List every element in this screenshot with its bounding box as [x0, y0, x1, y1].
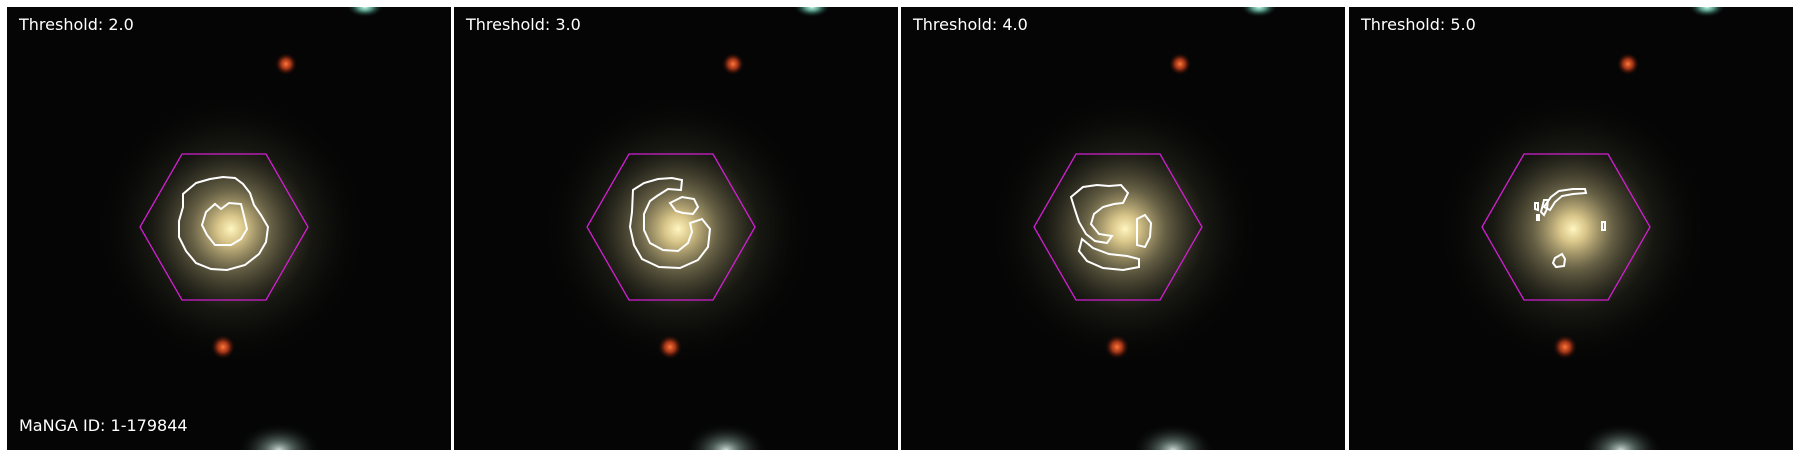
ifu-hexagon: [1033, 153, 1203, 301]
threshold-contour: [1069, 183, 1130, 245]
red-star: [1617, 53, 1639, 75]
threshold-contour: [1542, 188, 1588, 212]
bright-source: [1581, 424, 1661, 450]
threshold-contour: [628, 176, 712, 270]
red-star: [211, 335, 235, 359]
threshold-contour: [1136, 213, 1153, 249]
bright-source: [239, 424, 319, 450]
bright-source: [1133, 424, 1213, 450]
red-star: [1105, 335, 1129, 359]
galaxy-image: [7, 7, 451, 450]
red-star: [722, 53, 744, 75]
threshold-contour: [668, 195, 700, 216]
manga-id-label: MaNGA ID: 1-179844: [19, 416, 188, 435]
ifu-hexagon: [1481, 153, 1651, 301]
image-panel-4: Threshold: 5.0: [1349, 7, 1793, 450]
threshold-contour: [1539, 199, 1550, 217]
threshold-label: Threshold: 3.0: [466, 15, 581, 34]
threshold-contour: [200, 201, 249, 246]
threshold-contour: [178, 175, 270, 272]
red-star: [275, 53, 297, 75]
threshold-contour: [1536, 214, 1540, 221]
threshold-label: Threshold: 4.0: [913, 15, 1028, 34]
cyan-star: [1689, 7, 1725, 17]
red-star: [658, 335, 682, 359]
image-panel-2: Threshold: 3.0: [454, 7, 898, 450]
bright-source: [686, 424, 766, 450]
galaxy-image: [901, 7, 1345, 450]
red-star: [1169, 53, 1191, 75]
ifu-hexagon: [586, 153, 756, 301]
threshold-contour: [1534, 202, 1539, 212]
image-panel-1: Threshold: 2.0 MaNGA ID: 1-179844: [7, 7, 451, 450]
galaxy-image: [1349, 7, 1793, 450]
threshold-contour: [1077, 237, 1140, 272]
galaxy: [96, 94, 366, 364]
threshold-contour: [1551, 252, 1567, 269]
threshold-label: Threshold: 2.0: [19, 15, 134, 34]
cyan-star: [794, 7, 830, 17]
red-star: [1553, 335, 1577, 359]
cyan-star: [1241, 7, 1277, 17]
galaxy: [990, 94, 1260, 364]
threshold-contour: [1601, 221, 1606, 231]
galaxy-image: [454, 7, 898, 450]
ifu-hexagon: [139, 153, 309, 301]
cyan-star: [347, 7, 383, 17]
galaxy: [1438, 94, 1708, 364]
threshold-label: Threshold: 5.0: [1361, 15, 1476, 34]
image-panel-3: Threshold: 4.0: [901, 7, 1345, 450]
galaxy: [543, 94, 813, 364]
